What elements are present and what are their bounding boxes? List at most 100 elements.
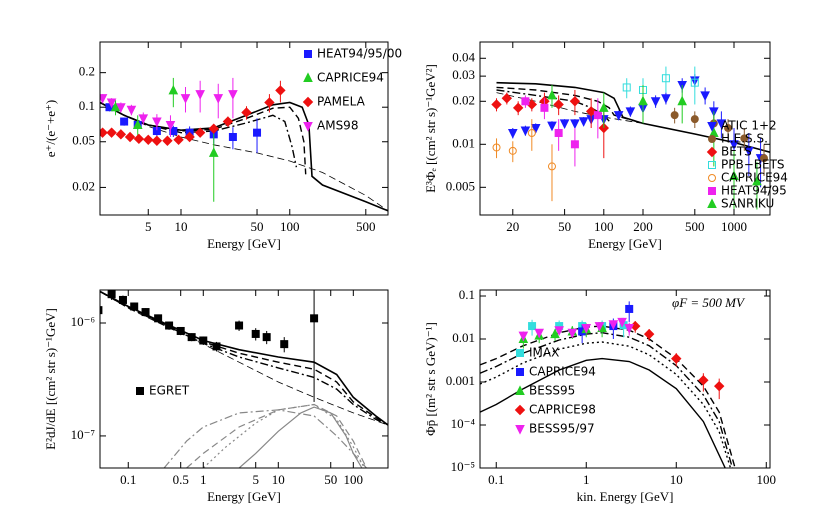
data-point <box>690 78 699 87</box>
data-point <box>714 380 725 392</box>
x-tick-label: 0.5 <box>173 472 189 487</box>
data-point <box>707 122 717 132</box>
model-curve <box>480 331 734 468</box>
data-point <box>133 133 145 145</box>
data-point <box>554 326 564 336</box>
data-point <box>228 133 237 142</box>
data-point <box>302 96 314 108</box>
data-point <box>670 111 679 120</box>
legend-label: EGRET <box>149 384 190 398</box>
legend-label: CAPRICE94 <box>529 365 596 379</box>
data-point <box>141 308 150 317</box>
data-point <box>124 131 136 143</box>
data-point <box>132 119 143 129</box>
data-point <box>553 99 564 110</box>
model-curve <box>100 290 388 426</box>
model-curve <box>238 406 363 468</box>
data-point <box>622 83 631 92</box>
data-point <box>521 97 530 106</box>
data-point <box>107 290 116 299</box>
model-curve <box>100 290 388 426</box>
data-point <box>303 72 313 82</box>
x-tick-label: 0.1 <box>120 472 136 487</box>
data-point <box>143 134 154 146</box>
data-point <box>708 174 716 182</box>
data-point <box>194 127 206 138</box>
model-curve <box>496 81 770 153</box>
data-point <box>126 105 137 116</box>
data-point <box>152 117 162 128</box>
data-point <box>501 93 513 104</box>
model-curve <box>480 325 736 468</box>
model-curve <box>480 357 726 468</box>
data-point <box>661 94 671 104</box>
data-point <box>752 175 762 186</box>
x-tick-label: 5 <box>145 219 152 234</box>
plot-area <box>491 66 770 215</box>
x-tick-label: 200 <box>633 219 653 234</box>
frame <box>479 289 771 469</box>
data-point <box>661 74 670 83</box>
data-point <box>180 94 191 104</box>
frame <box>479 41 771 216</box>
data-point <box>208 123 219 134</box>
y-tick-label: 10⁻⁵ <box>451 459 475 474</box>
data-point <box>199 336 208 345</box>
data-point <box>162 135 173 146</box>
data-point <box>264 97 275 108</box>
x-tick-label: 5 <box>252 472 259 487</box>
legend-label: PPB−BETS <box>721 158 785 172</box>
data-point <box>708 135 716 143</box>
data-point <box>228 90 238 100</box>
data-point <box>671 353 682 364</box>
legend-label: BESS95 <box>529 384 575 398</box>
data-point <box>138 114 149 124</box>
data-point <box>100 94 108 104</box>
data-point <box>169 127 178 136</box>
legend-label: IMAX <box>529 346 559 360</box>
y-tick-label: 0.02 <box>452 92 475 107</box>
data-point <box>118 295 127 304</box>
data-point <box>744 146 754 157</box>
data-point <box>547 121 557 132</box>
data-point <box>698 375 709 386</box>
x-tick-label: 10 <box>272 472 285 487</box>
data-point <box>650 97 661 107</box>
model-curve <box>202 403 365 468</box>
data-point <box>638 95 648 106</box>
x-tick-label: 0.1 <box>488 472 504 487</box>
data-point <box>275 85 286 96</box>
y-tick-label: 0.001 <box>446 373 475 388</box>
data-point <box>527 128 536 137</box>
data-point <box>578 117 589 127</box>
x-tick-label: 50 <box>324 472 337 487</box>
data-point <box>151 135 163 146</box>
legend-label: CAPRICE98 <box>529 403 596 417</box>
data-point <box>608 320 619 330</box>
data-point <box>716 119 727 130</box>
x-tick-label: 100 <box>757 472 777 487</box>
data-point <box>585 106 597 117</box>
legend-label: CAPRICE94 <box>721 171 788 185</box>
data-point <box>262 333 271 342</box>
plot-area <box>100 77 388 212</box>
data-point <box>567 328 578 339</box>
model-curve <box>100 290 388 426</box>
x-axis-label: Energy [GeV] <box>588 236 662 251</box>
y-tick-label: 0.05 <box>72 133 95 148</box>
data-point <box>700 91 710 101</box>
data-point <box>212 342 221 351</box>
y-tick-label: 0.1 <box>79 98 95 113</box>
y-tick-label: 0.2 <box>79 64 95 79</box>
y-tick-label: 0.04 <box>452 49 475 64</box>
data-point <box>235 321 244 330</box>
model-curve <box>186 403 368 468</box>
y-tick-label: 10⁻⁶ <box>71 314 95 329</box>
data-point <box>625 304 634 313</box>
x-axis-label: Energy [GeV] <box>207 489 281 504</box>
x-tick-label: 50 <box>251 219 264 234</box>
x-axis-label: kin. Energy [GeV] <box>577 489 674 504</box>
legend-label: PAMELA <box>317 95 366 109</box>
y-tick-label: 0.01 <box>452 330 475 345</box>
data-point <box>491 99 502 110</box>
